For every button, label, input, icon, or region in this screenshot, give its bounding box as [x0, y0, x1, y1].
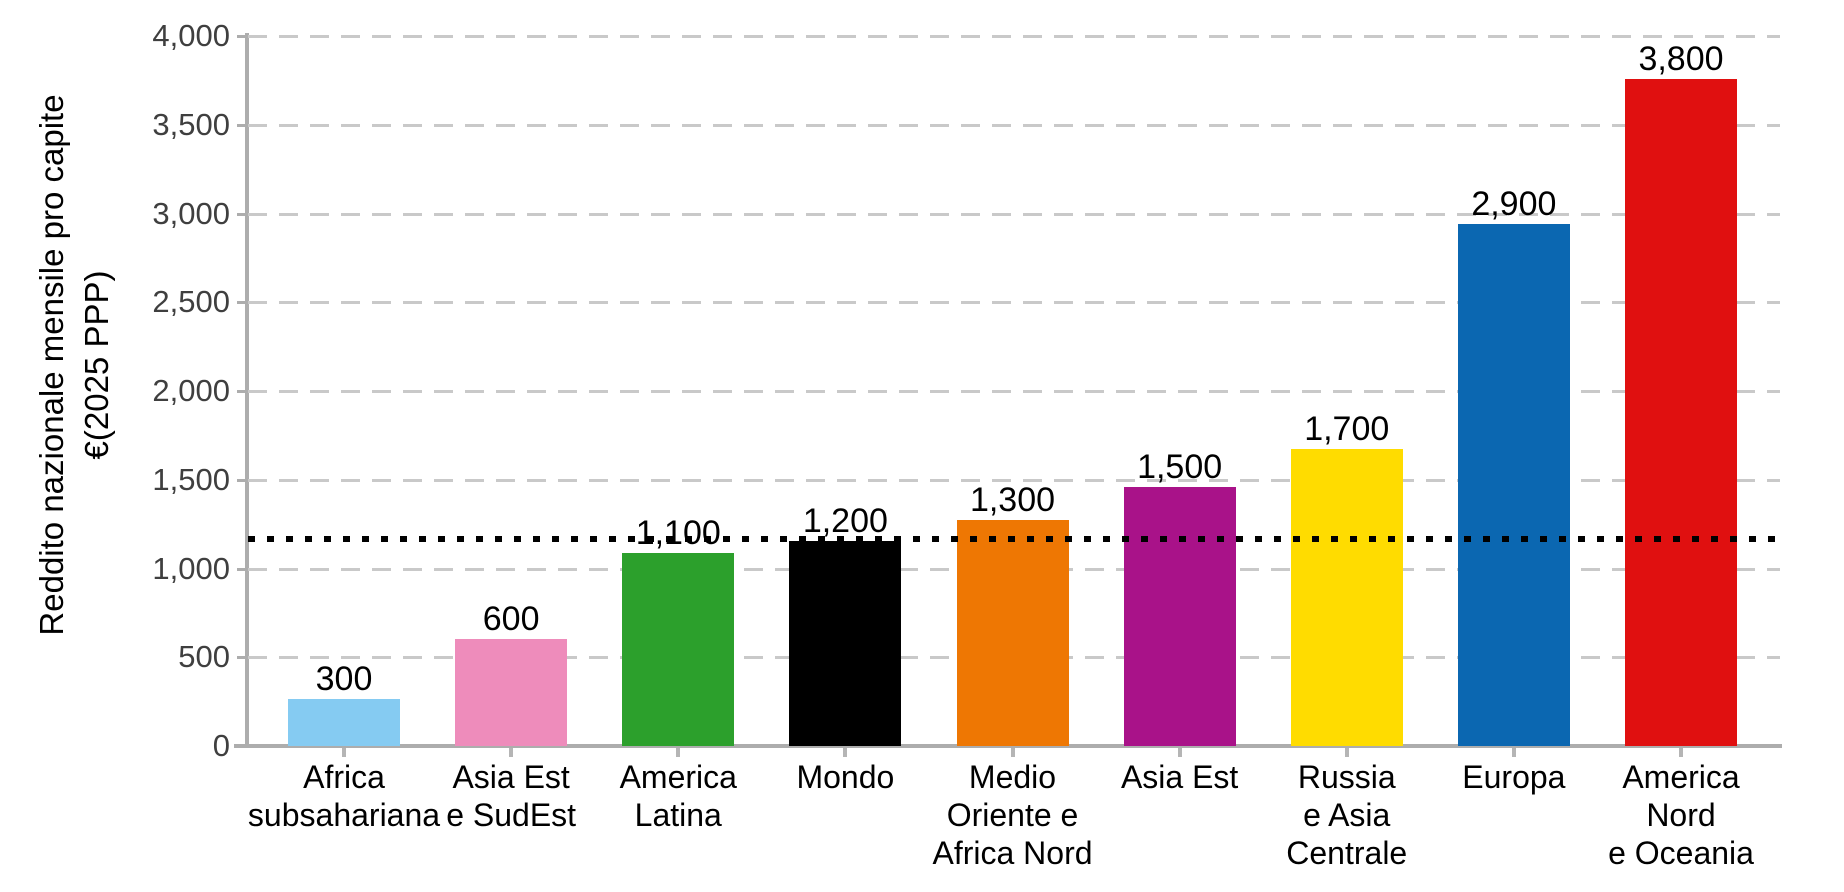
x-tick-label-1: Africa subsahariana — [247, 759, 441, 833]
bar-value-label-2,900: 2,900 — [1471, 184, 1557, 223]
x-tick-mark-3 — [676, 746, 681, 757]
y-tick-mark-500 — [237, 656, 248, 660]
x-tick-label-2: Asia Est e SudEst — [446, 759, 577, 833]
x-tick-mark-6 — [1177, 746, 1182, 757]
gridline-1,500 — [248, 478, 1780, 482]
gridline-4,000 — [248, 35, 1780, 38]
bar-asia-est — [1123, 487, 1236, 746]
x-axis-line — [234, 744, 1782, 748]
x-tick-mark-5 — [1010, 746, 1015, 757]
y-tick-label-1,000: 1,000 — [152, 550, 230, 586]
x-tick-label-9: America Nord e Oceania — [1608, 759, 1754, 871]
x-tick-label-7: Russia e Asia Centrale — [1286, 759, 1408, 871]
x-tick-mark-9 — [1679, 746, 1683, 757]
y-tick-label-2,500: 2,500 — [152, 284, 230, 320]
y-tick-label-3,500: 3,500 — [152, 106, 230, 142]
y-tick-mark-2,500 — [237, 301, 248, 305]
y-tick-mark-4,000 — [237, 35, 248, 38]
bar-america-nord-e-oceania — [1625, 79, 1737, 746]
bar-value-label-1,500: 1,500 — [1137, 448, 1223, 487]
y-tick-label-2,000: 2,000 — [152, 373, 230, 408]
x-tick-label-8: Europa — [1462, 759, 1566, 795]
gridline-3,000 — [248, 212, 1780, 216]
bar-value-label-300: 300 — [315, 660, 373, 699]
y-tick-label-0: 0 — [212, 728, 230, 763]
bar-mondo — [789, 540, 902, 746]
bar-value-label-1,300: 1,300 — [969, 481, 1056, 520]
y-tick-mark-3,500 — [237, 123, 248, 127]
bar-medio-oriente-e-africa-nord — [956, 520, 1069, 746]
bar-africa-subsahariana — [288, 699, 400, 746]
y-tick-mark-1,000 — [237, 567, 248, 571]
x-tick-label-3: America Latina — [619, 759, 737, 833]
x-tick-label-5: Medio Oriente e Africa Nord — [932, 759, 1093, 871]
x-tick-label-4: Mondo — [796, 759, 895, 795]
x-tick-mark-8 — [1511, 746, 1516, 757]
world-average-reference-line — [248, 536, 1780, 543]
bar-value-label-3,800: 3,800 — [1638, 40, 1724, 79]
gridline-3,500 — [248, 123, 1780, 127]
y-tick-mark-2,000 — [237, 390, 248, 393]
y-tick-label-500: 500 — [178, 639, 230, 675]
y-tick-mark-0 — [237, 745, 248, 748]
x-tick-mark-4 — [843, 746, 848, 757]
y-tick-mark-3,000 — [237, 212, 248, 216]
bar-asia-est-e-sudest — [455, 638, 568, 746]
bar-america-latina — [622, 553, 735, 746]
y-tick-label-1,500: 1,500 — [152, 461, 230, 497]
bar-value-label-600: 600 — [482, 599, 540, 638]
x-tick-mark-1 — [342, 746, 346, 757]
y-tick-mark-1,500 — [237, 478, 248, 482]
x-tick-mark-2 — [509, 746, 514, 757]
bar-value-label-1,100: 1,100 — [635, 514, 721, 553]
gridline-2,500 — [248, 301, 1780, 305]
y-tick-label-3,000: 3,000 — [152, 195, 230, 231]
bar-europa — [1457, 223, 1570, 746]
x-tick-label-6: Asia Est — [1120, 759, 1239, 795]
bar-value-label-1,200: 1,200 — [802, 501, 888, 540]
x-tick-mark-7 — [1344, 746, 1349, 757]
gridline-2,000 — [248, 390, 1780, 393]
bar-value-label-1,700: 1,700 — [1304, 410, 1390, 449]
bar-russia-e-asia-centrale — [1290, 449, 1403, 746]
y-tick-label-4,000: 4,000 — [152, 18, 230, 53]
